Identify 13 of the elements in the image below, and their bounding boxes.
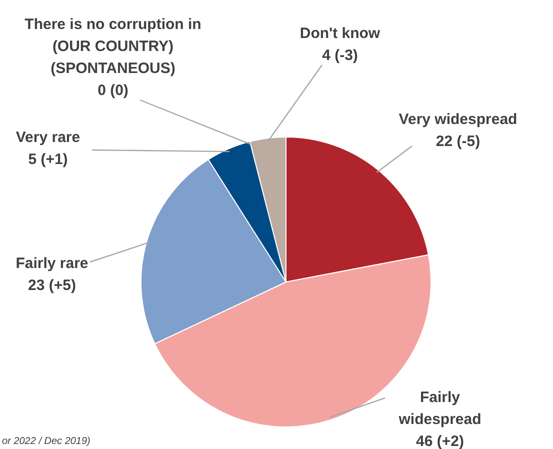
slice-label: Fairly rare [16,255,88,272]
data-label: 4 (-3) [322,47,358,64]
data-label: 23 (+5) [28,277,76,294]
data-label: 22 (-5) [436,133,480,150]
slice-label: Fairly widespread [398,389,482,428]
text: 0 (0) [98,82,128,99]
data-label: 5 (+1) [28,151,68,168]
slice-label: Very widespread [398,111,518,128]
slice-label: Very rare [16,129,80,146]
category-label: There is no corruption in (OUR COUNTRY) (SPONTANEOUS) [24,16,202,77]
text: or 2022 / Dec 2019) [2,436,90,447]
data-label: 46 (+2) [416,433,464,449]
slice-label: Don't know [300,25,380,42]
